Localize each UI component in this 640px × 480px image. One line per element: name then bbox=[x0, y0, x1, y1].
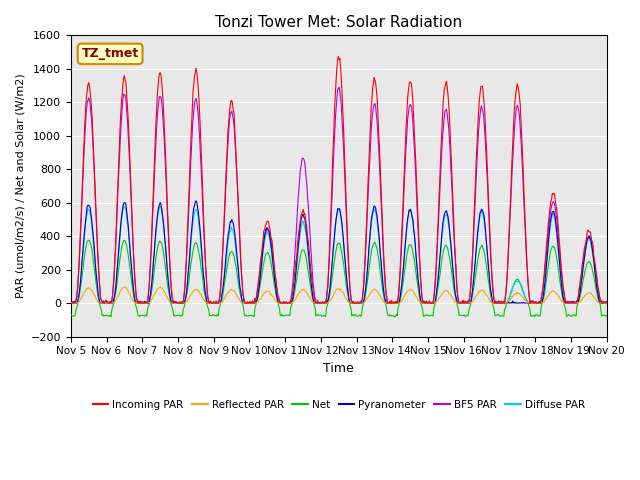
Title: Tonzi Tower Met: Solar Radiation: Tonzi Tower Met: Solar Radiation bbox=[215, 15, 462, 30]
Legend: Incoming PAR, Reflected PAR, Net, Pyranometer, BF5 PAR, Diffuse PAR: Incoming PAR, Reflected PAR, Net, Pyrano… bbox=[88, 396, 589, 414]
Text: TZ_tmet: TZ_tmet bbox=[81, 48, 139, 60]
X-axis label: Time: Time bbox=[323, 362, 354, 375]
Y-axis label: PAR (umol/m2/s) / Net and Solar (W/m2): PAR (umol/m2/s) / Net and Solar (W/m2) bbox=[15, 73, 25, 298]
